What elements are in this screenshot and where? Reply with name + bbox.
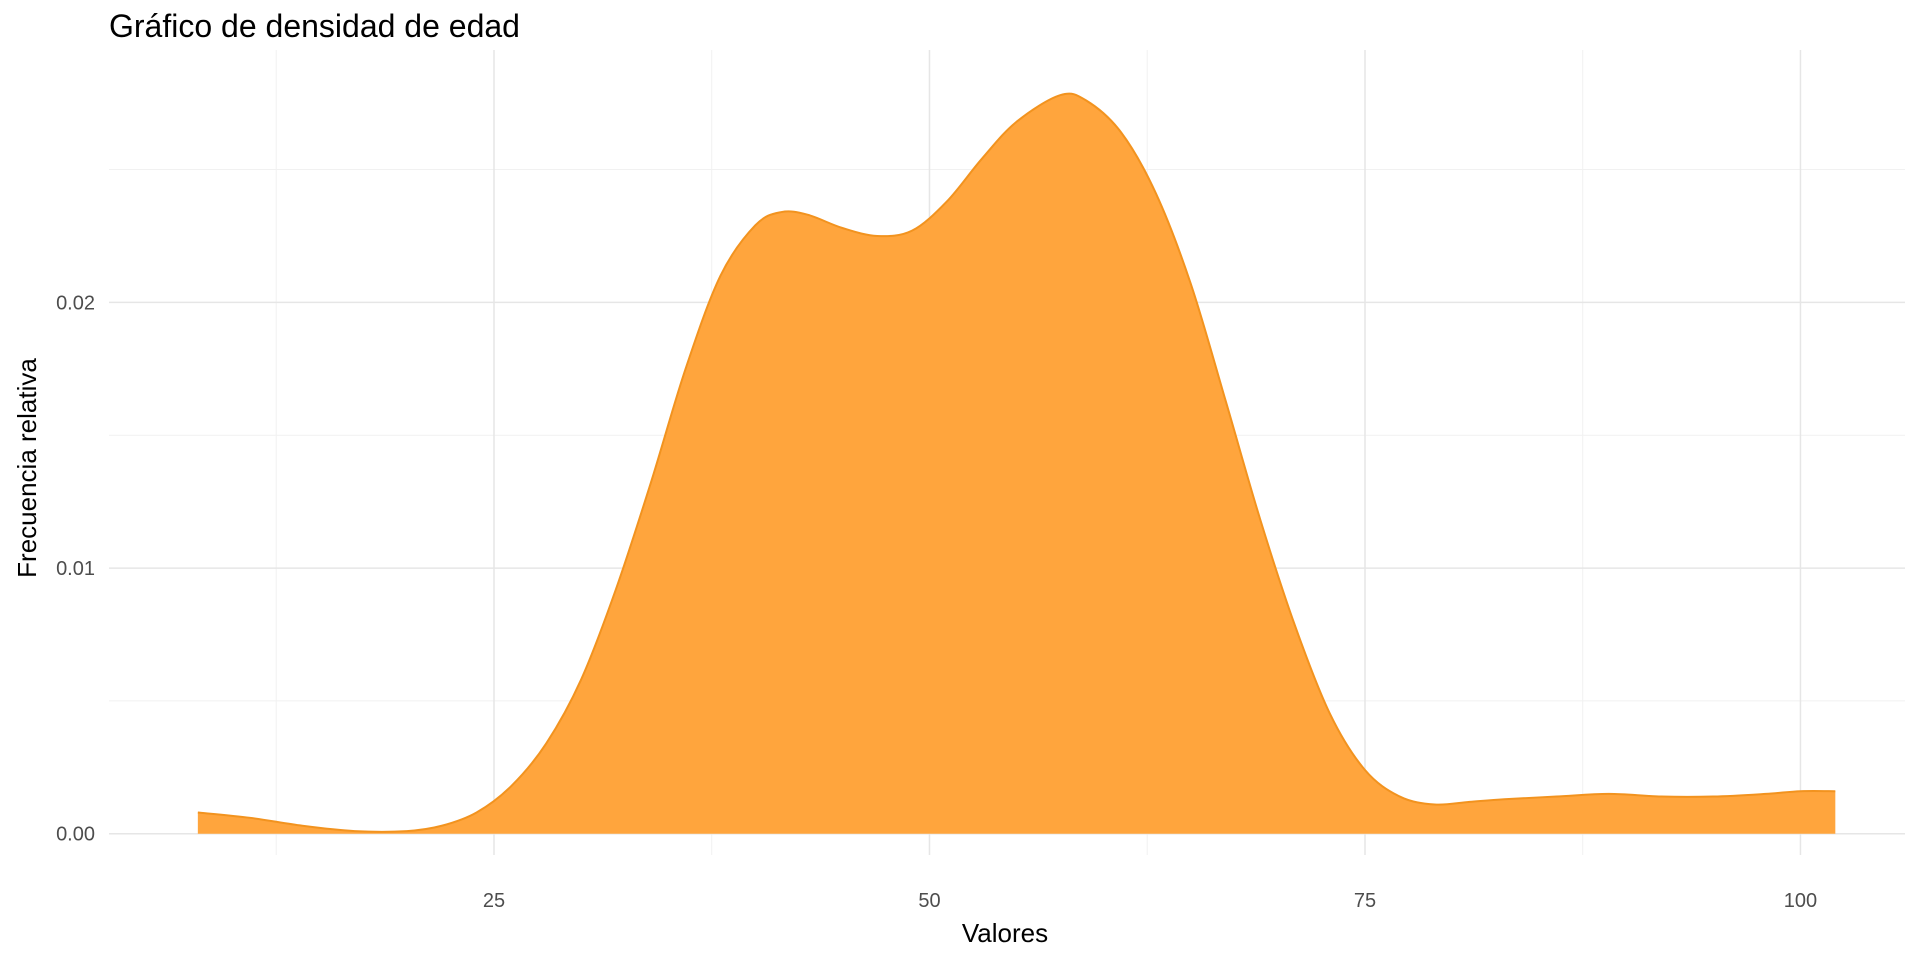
y-tick-label: 0.00 [56, 824, 95, 846]
x-tick-label: 75 [1354, 890, 1376, 912]
x-axis-ticks: 25 50 75 100 [483, 890, 1817, 912]
x-tick-label: 25 [483, 890, 505, 912]
x-axis-title: Valores [962, 918, 1048, 948]
y-tick-label: 0.01 [56, 558, 95, 580]
density-area [197, 93, 1836, 834]
chart-title: Gráfico de densidad de edad [109, 8, 520, 44]
x-tick-label: 50 [918, 890, 940, 912]
y-axis-ticks: 0.00 0.01 0.02 [56, 292, 95, 845]
x-tick-label: 100 [1784, 890, 1817, 912]
y-axis-title: Frecuencia relativa [12, 358, 42, 578]
y-tick-label: 0.02 [56, 292, 95, 314]
density-line [197, 92, 1836, 833]
